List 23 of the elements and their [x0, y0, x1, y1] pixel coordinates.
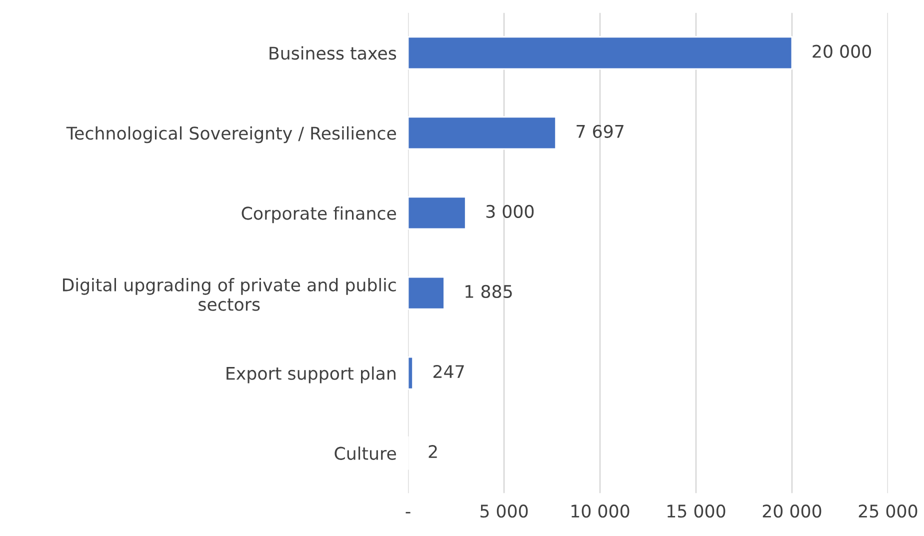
bar: [408, 356, 414, 390]
x-tick-label: -: [406, 512, 410, 514]
bar: [408, 276, 445, 310]
bar: [408, 36, 793, 70]
y-tick-label: Business taxes: [270, 46, 396, 60]
x-tick-label: 15 000: [668, 504, 726, 518]
x-tick-label: 5 000: [480, 504, 528, 518]
y-tick-label: Culture: [334, 446, 396, 460]
bar: [408, 116, 556, 150]
bar: [408, 196, 466, 230]
data-label: 7 697: [576, 124, 624, 138]
x-tick-label: 25 000: [858, 504, 918, 518]
data-label: 2: [428, 445, 437, 458]
data-label: 3 000: [486, 204, 534, 218]
x-tick-label: 20 000: [762, 504, 822, 518]
x-tick-label: 10 000: [572, 504, 630, 518]
data-label: 20 000: [812, 44, 872, 58]
y-tick-label: Export support plan: [226, 366, 396, 384]
y-tick-label: Technological Sovereignty / Resilience: [66, 126, 396, 144]
y-tick-label: Corporate finance: [242, 206, 396, 224]
data-label: 1 885: [466, 284, 512, 298]
data-label: 247: [433, 364, 464, 378]
y-tick-label: Digital upgrading of private and public sectors: [63, 278, 396, 311]
